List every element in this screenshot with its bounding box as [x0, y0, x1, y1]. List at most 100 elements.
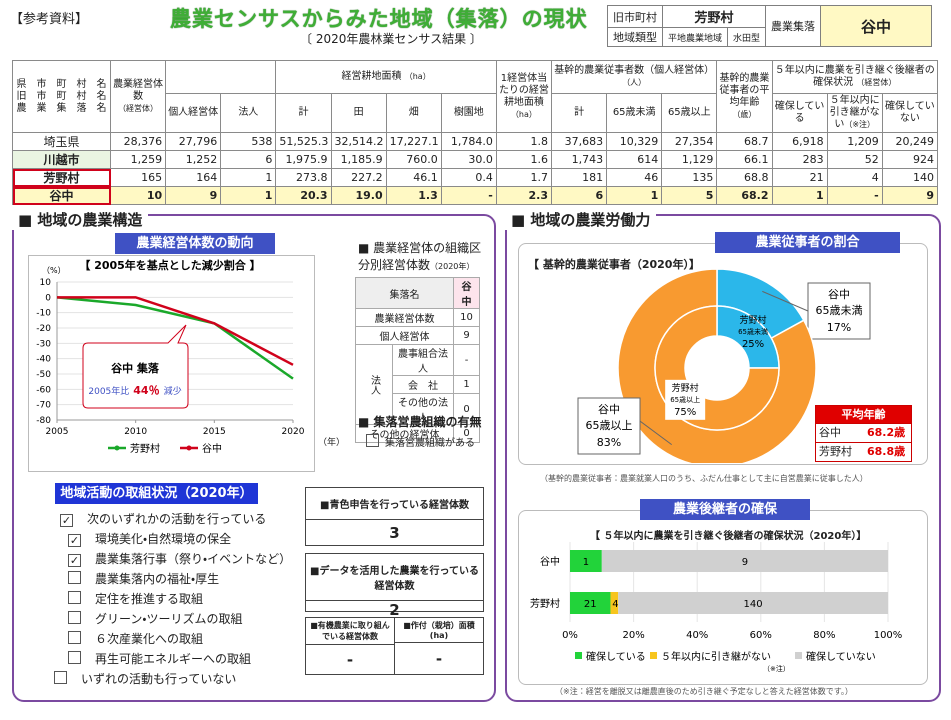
table-cell: 135: [661, 168, 718, 187]
table-cell: 538: [220, 132, 277, 151]
line-series: [56, 296, 294, 380]
checkbox: [68, 591, 81, 604]
chart-title: 農業後継者の確保: [640, 499, 810, 520]
table-cell: 1.3: [385, 186, 442, 205]
legend-swatch: [650, 652, 657, 659]
org-label: 個人経営体: [354, 326, 455, 345]
x-tick-label: 20%: [622, 630, 644, 641]
stat-label: ■有機農業に取り組んでいる経営体数: [306, 618, 394, 645]
org-head: 谷中: [453, 277, 480, 309]
activity-label: ６次産業化への取組: [95, 632, 204, 646]
table-cell: 2.3: [495, 186, 553, 205]
bar-segment: [570, 550, 602, 572]
activity-item: 農業集落内の福祉・厚生: [68, 570, 219, 587]
slice-category: 65歳未満: [816, 304, 863, 317]
callout-prefix: 2005年比: [88, 385, 129, 397]
org-title-text: ■ 農業経営体の組織区分別経営体数: [358, 241, 482, 272]
header-cell: 田: [330, 93, 387, 133]
avg-row: 芳野村 68.8歳: [816, 442, 911, 461]
trend-chart: 【 2005年を基点とした減少割合 】 （%） 10 0 -10 -20 -30 -40 -50…: [36, 258, 304, 455]
y-tick-label: -50: [36, 370, 51, 380]
slice-label: 25%: [742, 339, 764, 350]
checkbox: ✓: [68, 534, 81, 547]
table-cell: 9: [881, 186, 939, 205]
slice-category: 65歳以上: [670, 395, 700, 404]
avg-age-box: 平均年齢 谷中 68.2歳 芳野村 68.8歳: [815, 405, 912, 462]
org-row: その他の経営体 0: [354, 424, 480, 443]
successor-chart: 0%20%40%60%80%100%谷中109芳野村214140確保している５年…: [530, 542, 903, 673]
collective-item: 集落営農組織がある: [366, 434, 475, 449]
x-tick-label: 100%: [874, 630, 903, 641]
org-row: 集落名 谷中: [354, 277, 480, 309]
org-label: その他の経営体: [354, 424, 455, 443]
header-cell: 農業経営体数 （経営体）: [109, 60, 167, 133]
data-label: 4: [612, 599, 618, 610]
table-row: 埼玉県 28,376 27,796 538 51,525.3 32,514.2 17,227…: [12, 132, 939, 151]
table-cell: 68.7: [716, 132, 773, 151]
table-cell: 1.7: [495, 168, 553, 187]
callout-box: [807, 282, 871, 340]
slice-label: 75%: [674, 407, 696, 418]
table-cell: 227.2: [330, 168, 387, 187]
table-cell: 46: [606, 168, 663, 187]
table-cell: 46.1: [385, 168, 442, 187]
legend-label: 芳野村: [130, 442, 160, 455]
table-cell: 165: [109, 168, 167, 187]
activity-label: 農業集落内の福祉・厚生: [95, 572, 220, 586]
header-unit: （ha）: [510, 109, 537, 119]
labor-panel: [505, 214, 941, 702]
slice-name: 谷中: [828, 288, 850, 301]
name-header: 県 市 町 村 名 旧 市 町 村 名 農 業 集 落 名: [12, 60, 111, 133]
y-tick-label: -40: [36, 355, 51, 365]
activity-item: ✓ 環境美化・自然環境の保全: [68, 530, 231, 547]
table-cell: 1: [220, 186, 277, 205]
legend-swatch: [114, 445, 120, 451]
y-tick-label: -60: [36, 385, 51, 395]
avg-value: 68.8歳: [867, 445, 906, 458]
header-text: 農業経営体数: [113, 78, 164, 102]
org-head: 集落名: [354, 277, 455, 309]
title: 農業センサスからみた地域（集落）の現状: [170, 7, 588, 31]
table-cell: 1: [220, 168, 277, 187]
legend-note: （※注）: [763, 664, 790, 673]
activity-label: グリーン・ツーリズムの取組: [95, 612, 243, 626]
table-cell: 52: [826, 150, 883, 169]
stat-value: -: [435, 649, 443, 668]
slice-label: 17%: [827, 321, 851, 334]
callout-suffix: 減少: [164, 385, 182, 397]
data-label: 9: [742, 557, 748, 568]
header-cell: 樹園地: [440, 93, 497, 133]
table-cell: 924: [881, 150, 939, 169]
info-label: 旧市町村: [607, 5, 663, 28]
y-unit: （%）: [42, 266, 66, 275]
activities-title: 地域活動の取組状況（2020年）: [55, 483, 258, 504]
stat-box: ■青色申告を行っている経営体数 3: [305, 487, 484, 546]
table-cell: 0.4: [440, 168, 497, 187]
stat-value: 2: [389, 601, 400, 619]
header-cell: [165, 60, 277, 94]
table-cell: 283: [771, 150, 828, 169]
avg-title: 平均年齢: [816, 406, 911, 423]
org-label: 農業経営体数: [354, 308, 455, 327]
table-cell: 1,975.9: [275, 150, 332, 169]
table-cell: 181: [550, 168, 608, 187]
row-label: 埼玉県: [12, 132, 111, 151]
org-value: 9: [453, 326, 480, 345]
org-label: その他の法人: [391, 393, 455, 425]
org-row: 農業経営体数 10: [354, 308, 480, 327]
label-bg: [665, 379, 706, 420]
legend-label: 谷中: [202, 442, 222, 455]
stat-box: ■有機農業に取り組んでいる経営体数 - ■作付（栽培）面積(ha) -: [305, 617, 484, 675]
table-row: 芳野村 165 164 1 273.8 227.2 46.1 0.4 1.7 181 46 135 68…: [12, 168, 939, 187]
org-table: 集落名 谷中 農業経営体数 10 個人経営体 9 法人 農事組合法人 - 会 社 1 その他の法人 0 そ…: [354, 277, 480, 443]
table-cell: 140: [881, 168, 939, 187]
table-cell: 6: [550, 186, 608, 205]
table-cell: 30.0: [440, 150, 497, 169]
org-value: -: [453, 344, 480, 376]
y-tick-label: -80: [36, 416, 51, 426]
leader-line: [762, 290, 809, 312]
avg-value: 68.2歳: [867, 426, 906, 439]
header-cell: 計: [550, 93, 608, 133]
header-text: ５年以内に農業を引き継ぐ後継者の確保状況: [774, 65, 935, 88]
